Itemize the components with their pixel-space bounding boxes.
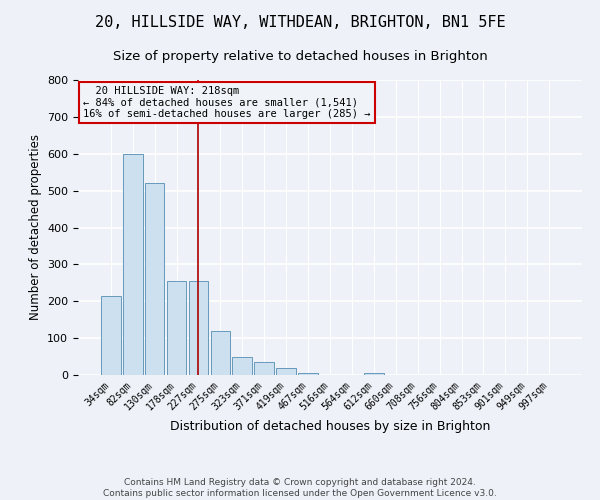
Bar [145,183,164,375]
Bar [232,356,252,375]
Bar [101,296,121,375]
Bar [364,373,384,375]
Bar [254,362,274,375]
Bar [167,281,187,375]
X-axis label: Distribution of detached houses by size in Brighton: Distribution of detached houses by size … [170,420,490,433]
Text: Size of property relative to detached houses in Brighton: Size of property relative to detached ho… [113,50,487,63]
Text: Contains HM Land Registry data © Crown copyright and database right 2024.
Contai: Contains HM Land Registry data © Crown c… [103,478,497,498]
Bar [211,331,230,375]
Y-axis label: Number of detached properties: Number of detached properties [29,134,41,320]
Bar [188,281,208,375]
Bar [298,373,318,375]
Text: 20 HILLSIDE WAY: 218sqm  
← 84% of detached houses are smaller (1,541)
16% of se: 20 HILLSIDE WAY: 218sqm ← 84% of detache… [83,86,371,119]
Bar [123,154,143,375]
Text: 20, HILLSIDE WAY, WITHDEAN, BRIGHTON, BN1 5FE: 20, HILLSIDE WAY, WITHDEAN, BRIGHTON, BN… [95,15,505,30]
Bar [276,368,296,375]
